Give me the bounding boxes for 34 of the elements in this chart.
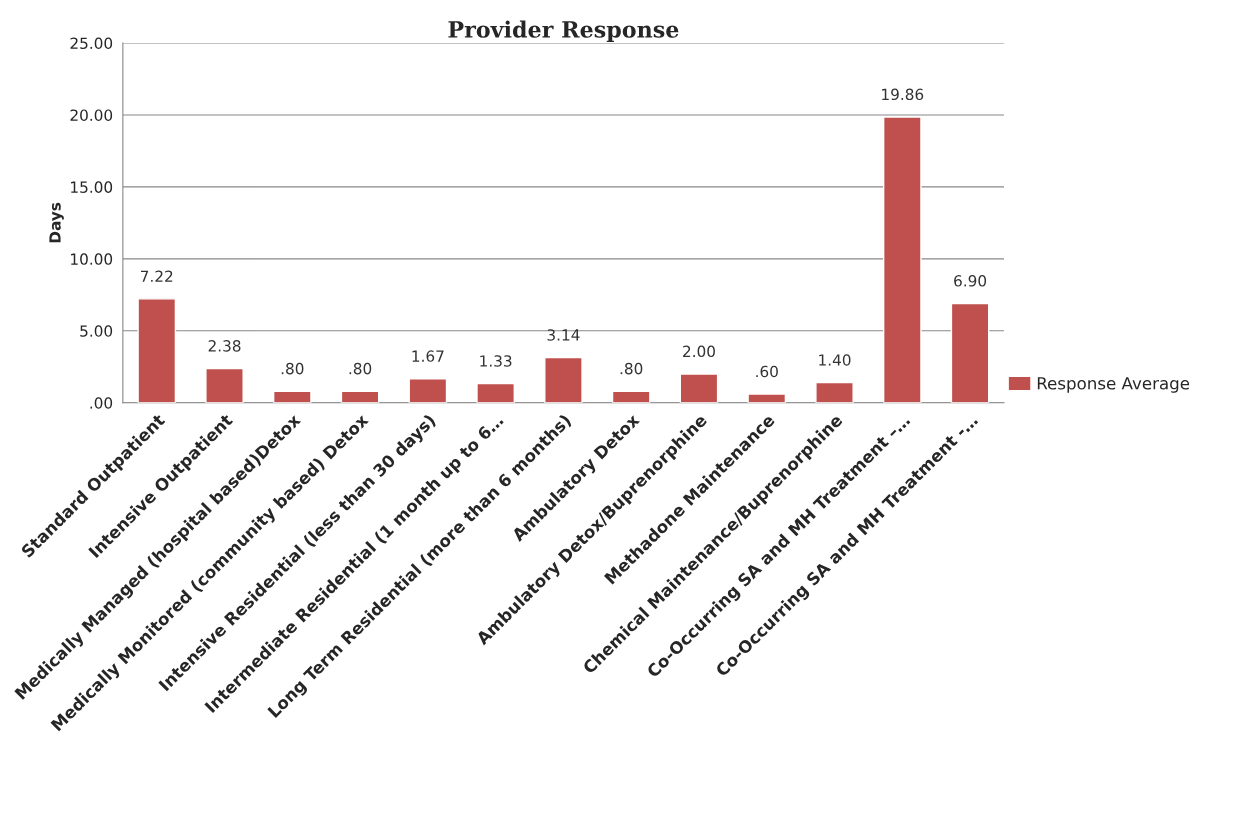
data-label: 1.40 (819, 354, 851, 366)
bar (544, 356, 583, 403)
bar (205, 367, 244, 403)
data-label: 7.22 (140, 270, 173, 282)
data-label: .80 (281, 362, 304, 375)
data-label: 2.00 (683, 345, 715, 358)
y-tick-label: 5.00 (80, 325, 113, 337)
bar (950, 302, 990, 403)
y-tick-label: 10.00 (71, 253, 113, 265)
y-tick-label: .00 (90, 397, 113, 409)
y-tick-label: 15.00 (71, 181, 113, 193)
data-label: 1.33 (480, 355, 512, 367)
y-tick-label: 20.00 (70, 109, 113, 121)
data-label: .80 (349, 362, 372, 375)
chart-title: Provider Response (448, 20, 679, 43)
bar (611, 390, 651, 403)
data-label: .60 (756, 365, 778, 378)
data-label: 2.38 (208, 340, 241, 352)
bar (747, 393, 787, 403)
y-tick-label: 25.00 (70, 37, 113, 50)
bar (408, 378, 448, 403)
bar (476, 382, 515, 403)
legend-label: Response Average (1037, 377, 1190, 393)
bar (679, 373, 719, 403)
data-label: .80 (620, 362, 643, 375)
data-label: 3.14 (547, 329, 580, 341)
bar (882, 116, 922, 403)
data-label: 19.86 (882, 88, 924, 101)
bar (815, 381, 854, 403)
data-label: 1.67 (412, 350, 444, 362)
bar (137, 298, 177, 403)
data-label: 6.90 (954, 275, 987, 287)
y-axis-title: Days (49, 202, 64, 243)
bar (272, 390, 312, 403)
